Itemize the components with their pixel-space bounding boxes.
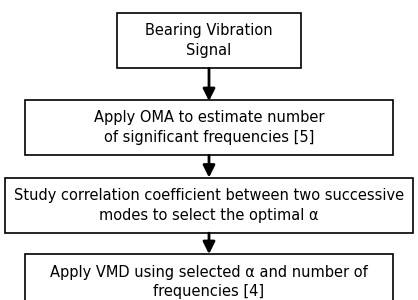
FancyBboxPatch shape [117,13,301,68]
Text: Apply VMD using selected α and number of
frequencies [4]: Apply VMD using selected α and number of… [50,265,368,299]
Text: Study correlation coefficient between two successive
modes to select the optimal: Study correlation coefficient between tw… [14,188,404,223]
Text: Bearing Vibration
Signal: Bearing Vibration Signal [145,23,273,58]
FancyBboxPatch shape [25,100,393,155]
FancyBboxPatch shape [25,254,393,300]
FancyBboxPatch shape [5,178,413,233]
Text: Apply OMA to estimate number
of significant frequencies [5]: Apply OMA to estimate number of signific… [94,110,324,145]
